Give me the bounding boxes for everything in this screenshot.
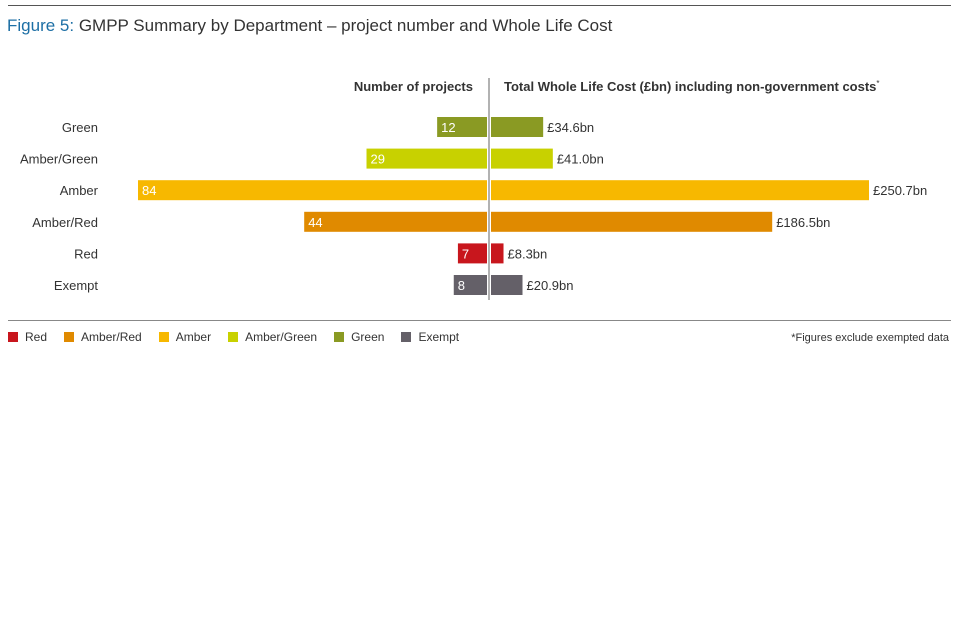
legend-label: Amber [175, 330, 212, 344]
cost-value-label: £186.5bn [776, 215, 830, 230]
legend-swatch [8, 332, 18, 342]
projects-value-label: 7 [462, 246, 469, 261]
projects-value-label: 8 [458, 278, 465, 293]
legend-item: Amber/Red [64, 330, 142, 344]
projects-value-label: 12 [441, 120, 455, 135]
cost-value-label: £41.0bn [557, 152, 604, 167]
right-axis-header: Total Whole Life Cost (£bn) including no… [504, 79, 880, 94]
legend-label: Amber/Red [81, 330, 142, 344]
legend-swatch [64, 332, 75, 342]
cost-value-label: £20.9bn [527, 278, 574, 293]
legend: Red Amber/Red Amber Amber/Green Green Exempt [8, 330, 476, 344]
projects-value-label: 29 [371, 152, 385, 167]
category-label: Green [62, 120, 98, 135]
category-label: Exempt [54, 278, 98, 293]
category-label: Red [74, 246, 98, 261]
legend-item: Exempt [401, 330, 459, 344]
category-label: Amber/Green [20, 152, 98, 167]
projects-bar [453, 275, 487, 295]
projects-value-label: 44 [308, 215, 322, 230]
legend-swatch [401, 332, 412, 342]
top-rule [8, 5, 951, 6]
legend-label: Amber/Green [245, 330, 318, 344]
category-label: Amber [60, 183, 99, 198]
cost-bar [491, 117, 544, 137]
projects-bar [457, 243, 487, 264]
legend-item: Green [334, 330, 384, 344]
legend-swatch [228, 332, 239, 342]
chart-title: Figure 5: GMPP Summary by Department – p… [7, 16, 612, 36]
projects-bar [304, 211, 487, 232]
projects-bar [366, 148, 487, 169]
legend-swatch [334, 332, 345, 342]
cost-bar [491, 275, 523, 295]
legend-label: Red [25, 330, 48, 344]
footnote: *Figures exclude exempted data [791, 332, 949, 344]
butterfly-bar-chart: Number of projects Total Whole Life Cost … [8, 78, 951, 321]
legend-label: Exempt [418, 330, 460, 344]
cost-bar [491, 148, 553, 169]
figure-title: GMPP Summary by Department – project num… [78, 16, 613, 35]
category-label: Amber/Red [32, 215, 98, 230]
projects-value-label: 84 [142, 183, 156, 198]
projects-bar [437, 117, 487, 137]
figure-number: Figure 5: [7, 16, 75, 35]
cost-value-label: £34.6bn [547, 120, 594, 135]
cost-value-label: £8.3bn [508, 246, 548, 261]
cost-bar [491, 243, 504, 264]
cost-bar [491, 211, 773, 232]
legend-item: Amber [158, 330, 212, 344]
legend-item: Amber/Green [228, 330, 317, 344]
projects-bar [138, 180, 487, 201]
legend-label: Green [351, 330, 385, 344]
legend-item: Red [8, 330, 47, 344]
cost-bar [491, 180, 869, 201]
left-axis-header: Number of projects [354, 79, 473, 94]
legend-swatch [158, 332, 169, 342]
cost-value-label: £250.7bn [873, 183, 927, 198]
